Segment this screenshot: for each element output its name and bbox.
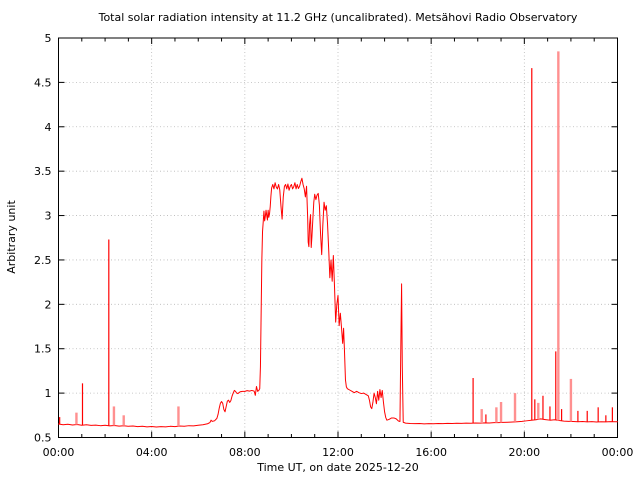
y-tick-label: 2 xyxy=(45,298,52,311)
y-tick-label: 1.5 xyxy=(34,343,52,356)
chart-title: Total solar radiation intensity at 11.2 … xyxy=(98,11,578,24)
plot-layer: 00:00 04:00 08:00 12:00 16:00 20:00 00:000.511… xyxy=(34,32,633,459)
y-tick-label: 5 xyxy=(45,32,52,45)
x-tick-label: 12:00 xyxy=(322,446,354,459)
x-tick-label: 16:00 xyxy=(415,446,447,459)
x-tick-label: 04:00 xyxy=(136,446,168,459)
y-tick-label: 3.5 xyxy=(34,165,52,178)
y-tick-label: 2.5 xyxy=(34,254,52,267)
y-axis-label: Arbitrary unit xyxy=(5,200,18,274)
y-tick-label: 4.5 xyxy=(34,76,52,89)
x-axis-label: Time UT, on date 2025-12-20 xyxy=(256,461,419,474)
y-tick-label: 3 xyxy=(45,210,52,223)
data-curve xyxy=(58,177,618,428)
y-tick-label: 0.5 xyxy=(34,432,52,445)
x-tick-label: 20:00 xyxy=(508,446,540,459)
x-tick-label: 00:00 xyxy=(602,446,634,459)
x-tick-label: 08:00 xyxy=(229,446,261,459)
x-tick-label: 00:00 xyxy=(43,446,75,459)
y-tick-label: 1 xyxy=(45,387,52,400)
y-tick-label: 4 xyxy=(45,121,52,134)
